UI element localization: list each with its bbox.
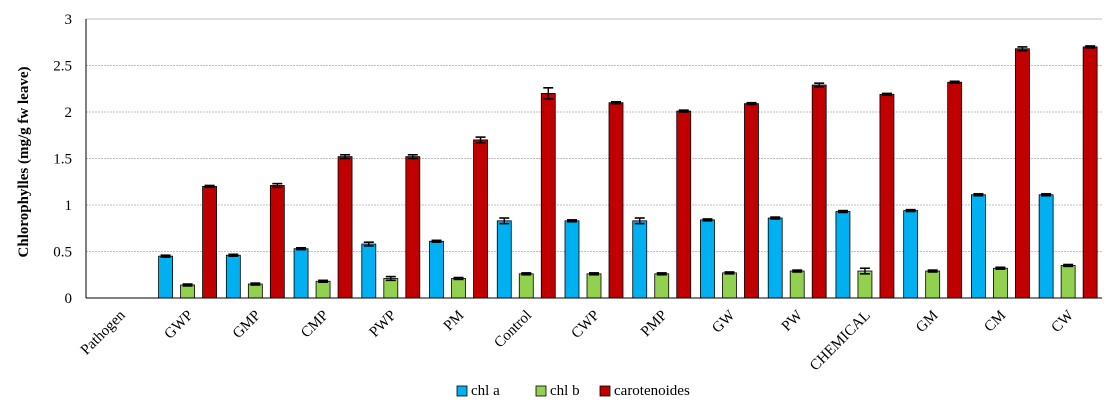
bar: [947, 81, 963, 299]
y-tick-label: 3: [65, 12, 73, 28]
bar: [857, 270, 873, 299]
bar: [158, 255, 174, 299]
bar: [496, 220, 512, 299]
bar: [1015, 48, 1030, 299]
bar: [767, 217, 783, 299]
legend-swatch: [599, 385, 611, 397]
x-tick-label: CW: [1049, 307, 1078, 336]
legend-swatch: [535, 385, 547, 397]
bar: [1038, 194, 1054, 299]
legend: chl a chl b carotenoides: [456, 383, 690, 399]
x-tick-labels: Pathogen GWP GMP CMP PWP PM Control CWP PMP GW PW C…: [78, 307, 1078, 374]
y-tick-labels: 0 0.5 1 1.5 2 2.5 3: [53, 12, 72, 307]
x-tick-label: PMP: [638, 308, 671, 341]
bar: [722, 272, 737, 299]
bar: [676, 110, 692, 299]
bar: [903, 210, 919, 299]
axes: [85, 19, 1102, 299]
bar: [247, 283, 263, 299]
bar-series-group: [158, 45, 1098, 299]
x-tick-label: CWP: [569, 308, 603, 342]
x-tick-label: GWP: [162, 308, 197, 343]
bar: [811, 84, 827, 299]
bar: [337, 156, 353, 299]
bar: [225, 254, 241, 299]
bar: [518, 273, 534, 299]
legend-label: chl b: [550, 383, 580, 399]
x-tick-label: CMP: [298, 308, 332, 342]
x-tick-label: Control: [491, 308, 535, 352]
y-tick-label: 1.5: [53, 152, 72, 168]
bar: [789, 270, 805, 299]
bar: [632, 220, 648, 299]
y-tick-label: 2.5: [53, 59, 72, 75]
bar: [451, 278, 466, 299]
x-tick-label: GMP: [230, 308, 264, 342]
legend-label: chl a: [471, 383, 500, 399]
bar: [879, 93, 895, 299]
y-tick-label: 0: [65, 291, 73, 307]
bar: [540, 93, 556, 299]
bar: [654, 273, 670, 299]
bar: [473, 139, 488, 299]
legend-swatch: [456, 385, 468, 397]
x-tick-label: GW: [709, 307, 739, 337]
bar: [925, 270, 941, 299]
bar: [993, 267, 1008, 299]
bar: [564, 220, 580, 299]
bar: [1060, 265, 1076, 299]
bar: [269, 185, 285, 299]
grid-lines: [86, 18, 1102, 252]
x-tick-label: Pathogen: [78, 307, 129, 358]
bar: [744, 103, 759, 299]
x-tick-label: PW: [779, 307, 807, 335]
x-tick-label: CHEMICAL: [807, 308, 874, 375]
bar: [315, 280, 331, 299]
x-tick-label: GM: [913, 308, 941, 336]
bar: [700, 219, 715, 299]
bar: [1082, 46, 1098, 299]
y-axis-label: Chlorophylles (mg/g fw leave): [16, 67, 32, 258]
bar: [429, 240, 444, 299]
bar: [202, 185, 218, 299]
bar: [835, 211, 851, 299]
bar: [180, 284, 196, 299]
bar: [586, 273, 602, 299]
y-tick-label: 1: [65, 198, 73, 214]
x-tick-label: PWP: [367, 308, 400, 341]
x-tick-label: PM: [441, 308, 468, 335]
bar: [405, 156, 421, 299]
legend-label: carotenoides: [614, 383, 690, 399]
bar: [383, 278, 399, 299]
bar: [293, 248, 309, 299]
bar: [971, 194, 986, 299]
x-tick-label: CM: [981, 308, 1009, 336]
y-tick-label: 2: [65, 105, 73, 121]
y-tick-label: 0.5: [53, 245, 72, 261]
bar: [361, 243, 377, 299]
bar: [608, 102, 624, 299]
